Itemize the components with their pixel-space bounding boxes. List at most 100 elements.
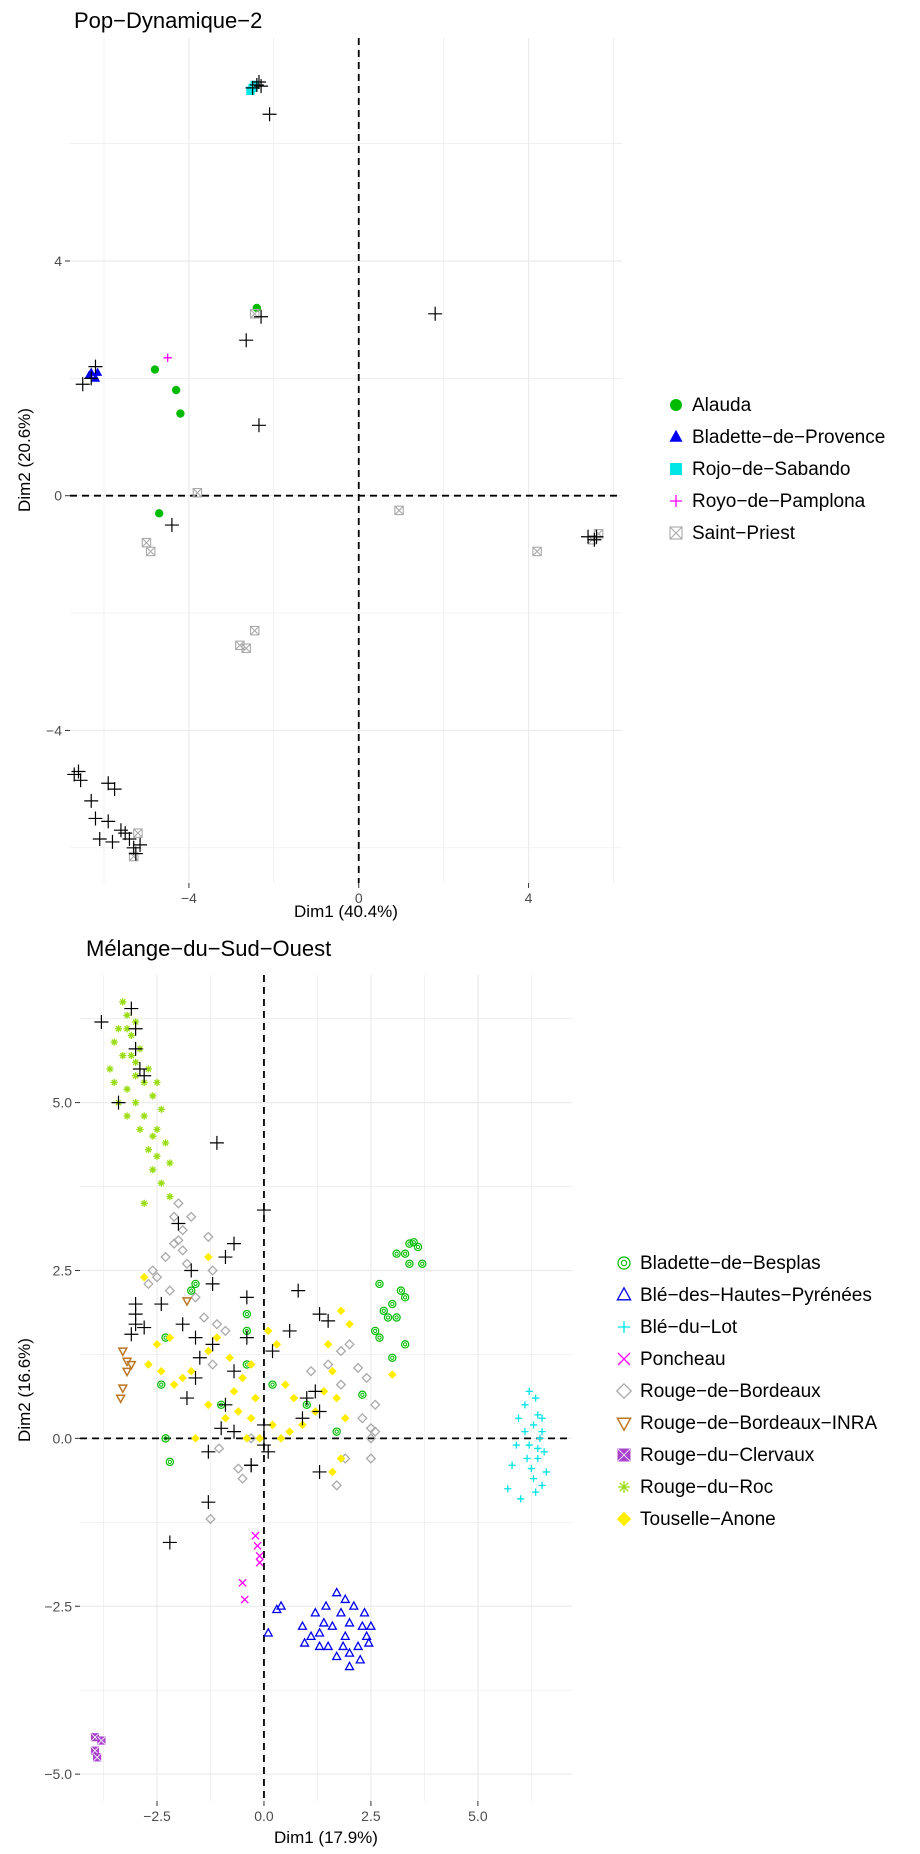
point-touselle-anone [165, 1333, 175, 1342]
point-touselle-anone [332, 1393, 342, 1403]
point-centroid [261, 1444, 276, 1459]
point-rouge-de-bordeaux [190, 1292, 201, 1303]
legend-label: Alauda [692, 395, 752, 416]
point-touselle-anone [204, 1346, 213, 1356]
point-bl-des-hautes-pyr-n-es [363, 1637, 374, 1647]
legend-label: Rojo−de−Sabando [692, 459, 850, 480]
point-bl-des-hautes-pyr-n-es [344, 1647, 355, 1657]
x-tick-label: 0.0 [254, 1808, 274, 1824]
point-rouge-du-roc [110, 1038, 118, 1046]
point-touselle-anone [323, 1340, 333, 1349]
point-bl-des-hautes-pyr-n-es [310, 1607, 321, 1617]
point-centroid [75, 377, 90, 392]
point-centroid [188, 1330, 203, 1345]
legend-marker [670, 495, 682, 507]
point-bl-des-hautes-pyr-n-es [320, 1600, 332, 1610]
axes: −4 0 4 −4 0 4 [46, 253, 533, 906]
point-bl-du-lot [527, 1464, 535, 1473]
point-centroid [124, 1327, 139, 1342]
point-bladette-de-besplas [400, 1340, 410, 1349]
point-rouge-de-bordeaux [143, 1278, 154, 1290]
legend-item-alauda: Alauda [670, 395, 752, 416]
point-bladette-de-besplas [409, 1238, 418, 1247]
point-bladette-de-besplas [418, 1259, 427, 1268]
y-tick-label: 0 [54, 488, 62, 504]
point-bl-des-hautes-pyr-n-es [263, 1627, 274, 1637]
point-rouge-de-bordeaux [369, 1399, 381, 1411]
point-rouge-de-bordeaux [164, 1285, 176, 1296]
point-bladette-de-besplas [187, 1286, 196, 1295]
point-rouge-de-bordeaux-inra [126, 1360, 137, 1371]
point-rouge-du-roc [132, 1058, 140, 1066]
point-centroid [227, 1236, 242, 1251]
point-bladette-de-besplas [161, 1434, 170, 1443]
reference-lines [70, 38, 622, 883]
point-alauda [176, 409, 185, 418]
point-centroid [587, 532, 602, 547]
point-centroid [256, 1203, 271, 1218]
point-bl-du-lot [517, 1495, 525, 1503]
point-bl-du-lot [538, 1481, 546, 1489]
point-rouge-de-bordeaux [357, 1412, 368, 1424]
point-touselle-anone [233, 1407, 243, 1416]
legend-label: Bladette−de−Provence [692, 427, 885, 448]
legend-marker [670, 463, 682, 475]
point-centroid [84, 371, 99, 386]
legend-item-bladette-de-besplas: Bladette−de−Besplas [617, 1253, 821, 1274]
point-saint-priest [192, 488, 203, 498]
point-centroid [128, 1317, 143, 1332]
point-bladette-de-besplas [392, 1249, 401, 1258]
point-rouge-du-roc [136, 1125, 144, 1134]
legend-marker [616, 1286, 632, 1301]
point-bl-du-lot [534, 1444, 542, 1453]
point-centroid [94, 1015, 109, 1030]
point-rouge-de-bordeaux [237, 1473, 248, 1484]
point-rouge-du-clervaux [90, 1746, 100, 1755]
point-rouge-de-bordeaux [365, 1433, 377, 1444]
legend-label: Royo−de−Pamplona [692, 491, 866, 512]
point-rouge-du-roc [140, 1112, 148, 1120]
y-tick-label: 4 [54, 253, 62, 269]
point-touselle-anone [212, 1333, 222, 1342]
point-centroid [133, 837, 148, 852]
point-centroid [201, 1495, 216, 1510]
legend-item-touselle-anone: Touselle−Anone [616, 1509, 776, 1530]
point-rouge-de-bordeaux [198, 1312, 210, 1323]
point-bladette-de-besplas [405, 1259, 414, 1268]
point-centroid [265, 1344, 280, 1359]
point-centroid [92, 831, 107, 846]
point-bl-des-hautes-pyr-n-es [297, 1620, 308, 1630]
point-touselle-anone [336, 1306, 346, 1316]
legend-marker [616, 1511, 632, 1527]
point-centroid [184, 1263, 199, 1278]
legend-item-bladette-de-provence: Bladette−de−Provence [669, 427, 885, 448]
legend-label: Blé−des−Hautes−Pyrénées [640, 1285, 872, 1306]
point-centroid [218, 1250, 233, 1265]
y-axis-label: Dim2 (20.6%) [15, 408, 34, 512]
point-bladette-de-besplas [157, 1380, 166, 1389]
point-centroid [137, 1320, 152, 1335]
point-rouge-de-bordeaux [361, 1372, 372, 1384]
point-centroid [111, 1095, 126, 1110]
legend-marker [617, 1256, 631, 1270]
point-centroid [227, 1424, 242, 1439]
point-rouge-de-bordeaux-inra [115, 1394, 126, 1404]
point-centroid [205, 1337, 220, 1352]
y-tick-label: 0.0 [53, 1430, 73, 1446]
point-touselle-anone [221, 1413, 230, 1423]
legend-label: Saint−Priest [692, 523, 796, 544]
point-centroid [71, 764, 86, 779]
point-rouge-du-roc [123, 1112, 131, 1120]
point-rouge-du-roc [123, 1025, 131, 1033]
point-rouge-du-roc [166, 1193, 174, 1201]
point-rouge-du-roc [119, 1051, 127, 1060]
point-centroid [209, 1135, 224, 1150]
y-tick-label: 5.0 [53, 1095, 73, 1111]
point-centroid [227, 1364, 242, 1379]
legend-label: Poncheau [640, 1349, 726, 1370]
point-alauda [150, 365, 160, 374]
point-centroid [312, 1404, 327, 1419]
point-alauda [252, 303, 262, 313]
point-bl-du-lot [521, 1401, 529, 1409]
point-rouge-du-roc [144, 1146, 153, 1154]
